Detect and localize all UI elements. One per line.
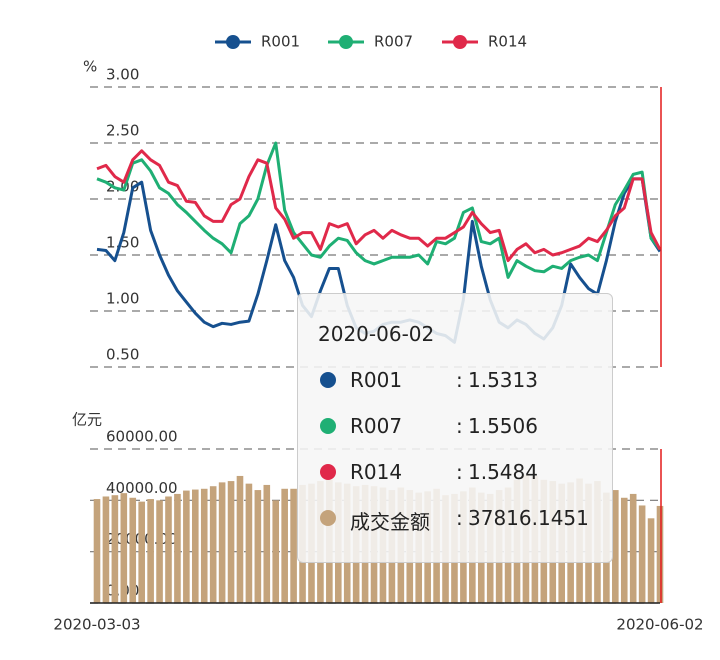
tooltip-separator: : [456,506,463,530]
y-axis-label: 亿元 [72,411,102,429]
bar [290,488,297,603]
line [96,141,662,279]
y-tick-label: 1.00 [106,290,139,308]
bar [120,493,128,603]
x-tick-label: 2020-03-03 [53,616,140,634]
bar [254,490,262,603]
tooltip-separator: : [456,460,463,484]
bar [656,505,664,603]
tooltip-value: 1.5484 [468,460,538,484]
tooltip-name: R014 [350,460,403,484]
tooltip-separator: : [456,414,463,438]
bar [245,483,253,603]
bar [209,486,217,603]
line [96,149,662,263]
bar [272,500,280,603]
tooltip-title: 2020-06-02 [318,322,435,346]
legend-marker [453,35,467,49]
y-tick-label: 60000.00 [106,428,178,446]
y-axis-label: % [83,58,97,76]
tooltip-marker [320,464,336,480]
bar [612,490,619,603]
bar [129,497,137,603]
tooltip-value: 37816.1451 [468,506,589,530]
y-tick-label: 0.50 [106,346,139,364]
tooltip-value: 1.5506 [468,414,538,438]
tooltip-row: R001:1.5313 [318,368,608,392]
bar [263,484,271,603]
bar [102,496,110,603]
bar [93,499,101,603]
tooltip-value: 1.5313 [468,368,538,392]
bar [629,493,637,603]
tooltip-name: R001 [350,368,403,392]
legend-label: R001 [261,33,300,51]
bar [147,499,154,603]
bar [111,495,119,603]
legend-marker [339,35,353,49]
bar [183,490,190,603]
bar [165,496,172,603]
tooltip-marker [320,418,336,434]
bar [647,518,655,603]
tooltip-row: 成交金额:37816.1451 [318,506,608,534]
legend-marker [226,35,240,49]
tooltip-marker [320,372,336,388]
tooltip-marker [320,510,336,526]
y-tick-label: 3.00 [106,66,139,84]
bar [227,481,235,603]
legend-label: R007 [374,33,413,51]
bar [620,497,628,603]
y-tick-label: 40000.00 [106,479,178,497]
x-tick-label: 2020-06-02 [616,616,703,634]
bar [174,493,181,603]
bar [138,501,145,603]
bar [156,500,163,603]
bar [281,488,288,603]
bar [200,488,208,603]
bar [192,489,199,603]
y-tick-label: 1.50 [106,234,139,252]
bar [236,475,244,603]
tooltip-name: 成交金额 [350,510,430,534]
legend-label: R014 [488,33,527,51]
tooltip-row: R007:1.5506 [318,414,608,438]
y-tick-label: 2.50 [106,122,139,140]
bar [218,482,226,603]
bar [638,505,646,603]
tooltip-name: R007 [350,414,403,438]
tooltip-row: R014:1.5484 [318,460,608,484]
tooltip-separator: : [456,368,463,392]
tooltip: 2020-06-02 R001:1.5313 R007:1.5506 R014:1.… [297,293,613,563]
